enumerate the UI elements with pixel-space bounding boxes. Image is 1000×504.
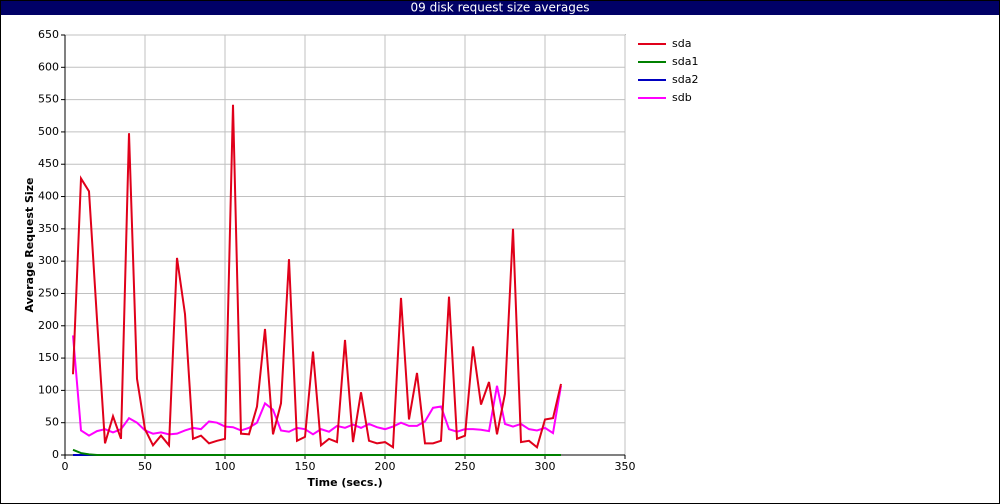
y-tick-label: 600: [38, 60, 59, 73]
y-tick-label: 150: [38, 351, 59, 364]
plot-area: [64, 34, 626, 456]
y-tick-label: 50: [45, 416, 59, 429]
x-tick-label: 200: [375, 460, 396, 473]
legend-label: sdb: [672, 91, 692, 104]
chart-title: 09 disk request size averages: [411, 1, 590, 15]
x-tick-label: 250: [455, 460, 476, 473]
legend-label: sda: [672, 37, 691, 50]
y-tick-label: 350: [38, 222, 59, 235]
x-tick-label: 300: [535, 460, 556, 473]
x-tick-label: 0: [62, 460, 69, 473]
y-tick-label: 300: [38, 254, 59, 267]
y-tick-label: 400: [38, 190, 59, 203]
series-line: [72, 448, 561, 456]
series-line: [72, 104, 562, 450]
y-tick-label: 550: [38, 93, 59, 106]
legend-label: sda2: [672, 73, 698, 86]
series-line: [72, 335, 562, 437]
x-tick-label: 100: [215, 460, 236, 473]
y-tick-label: 250: [38, 286, 59, 299]
x-tick-label: 50: [138, 460, 152, 473]
y-axis-label: Average Request Size: [23, 177, 36, 312]
y-tick-label: 100: [38, 383, 59, 396]
legend-label: sda1: [672, 55, 698, 68]
x-tick-label: 150: [295, 460, 316, 473]
x-axis-label: Time (secs.): [307, 476, 382, 489]
y-tick-label: 500: [38, 125, 59, 138]
y-tick-label: 0: [52, 448, 59, 461]
title-bar: [1, 1, 999, 15]
y-tick-label: 450: [38, 157, 59, 170]
y-tick-label: 650: [38, 28, 59, 41]
y-tick-label: 200: [38, 319, 59, 332]
x-tick-label: 350: [615, 460, 636, 473]
